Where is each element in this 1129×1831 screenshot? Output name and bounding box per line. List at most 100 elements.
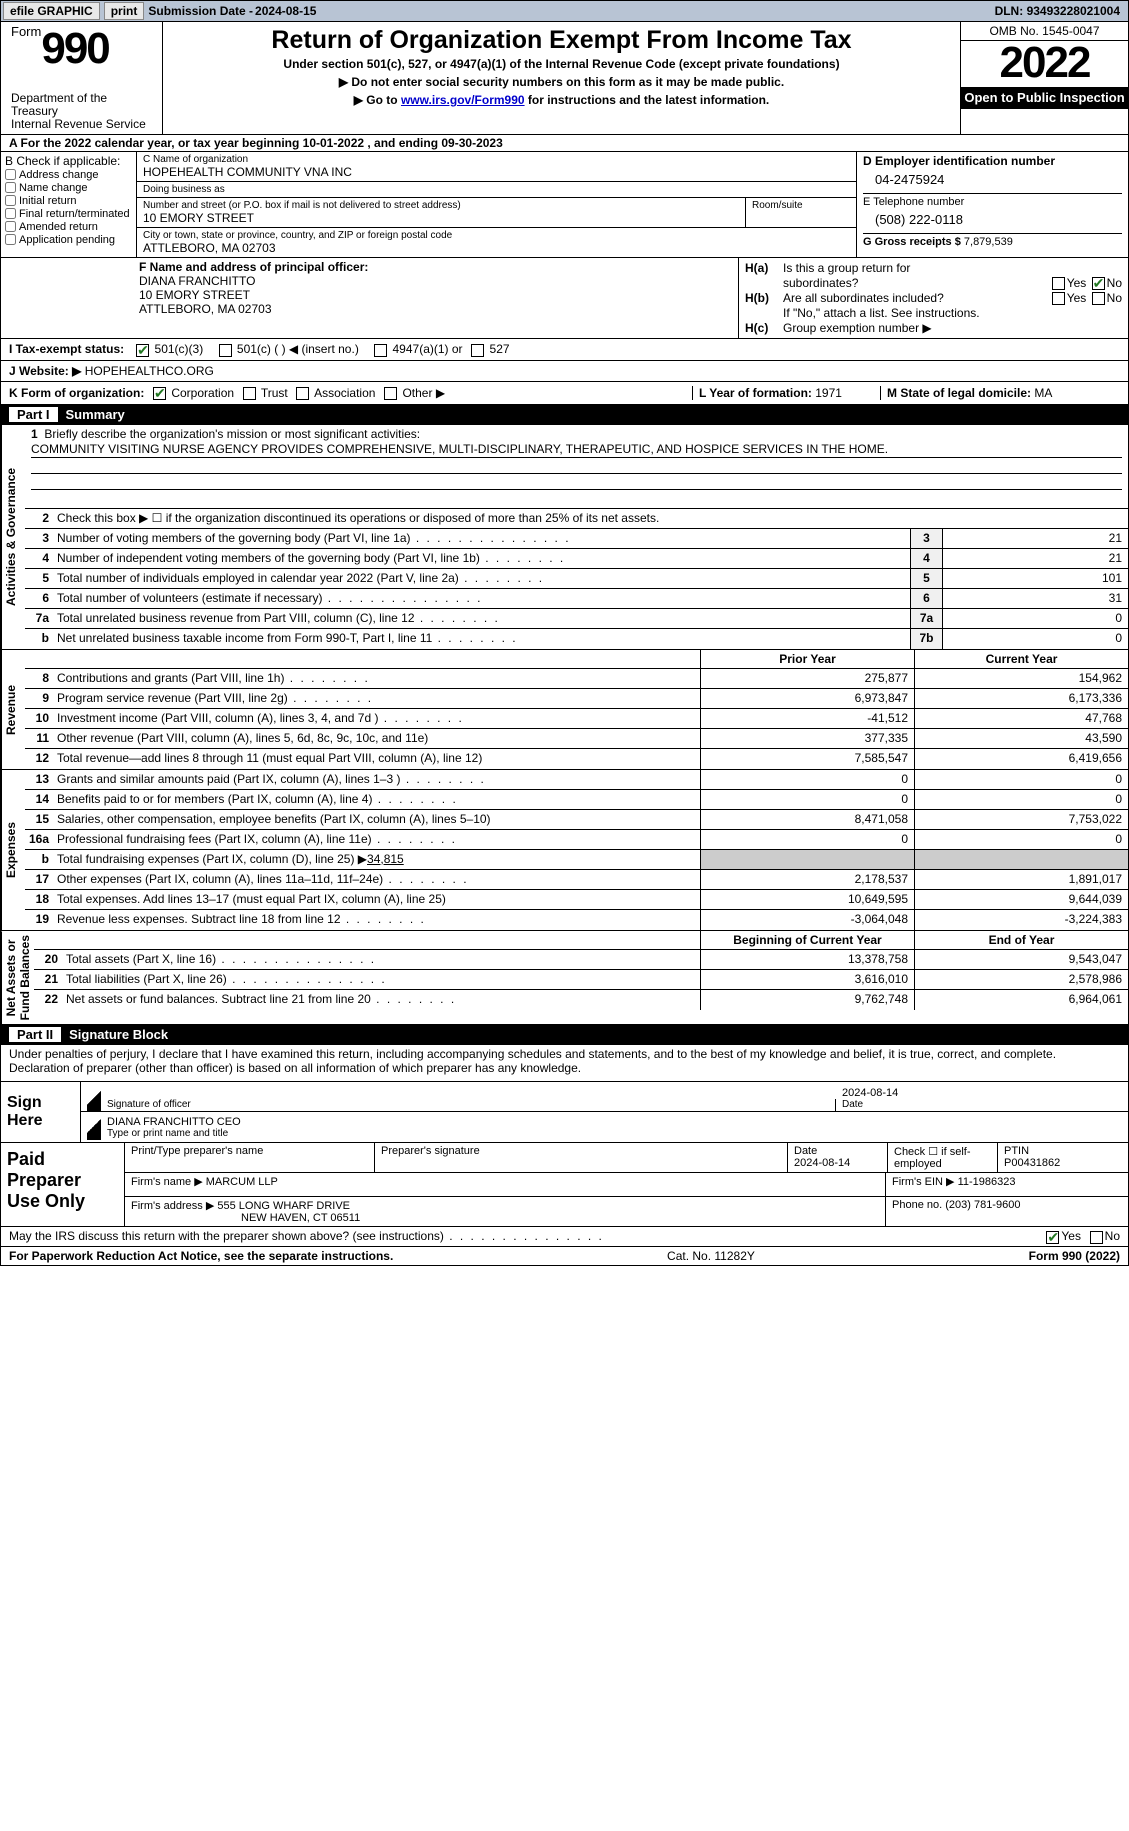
part-2-header: Part IISignature Block [0, 1025, 1129, 1045]
principal-officer: F Name and address of principal officer:… [1, 258, 738, 339]
form-subtitle: Under section 501(c), 527, or 4947(a)(1)… [171, 57, 952, 71]
phone-label: E Telephone number [863, 196, 1122, 208]
topbar: efile GRAPHIC print Submission Date - 20… [0, 0, 1129, 22]
form-title: Return of Organization Exempt From Incom… [171, 26, 952, 55]
ha-no[interactable] [1092, 277, 1105, 290]
self-employed-chk[interactable]: Check ☐ if self-employed [894, 1146, 971, 1170]
ptin: P00431862 [1004, 1157, 1060, 1169]
revenue-section: Revenue Prior YearCurrent Year 8Contribu… [0, 650, 1129, 770]
net-assets-section: Net Assets orFund Balances Beginning of … [0, 931, 1129, 1025]
line-14: Benefits paid to or for members (Part IX… [53, 790, 700, 809]
vtab-expenses: Expenses [1, 770, 25, 930]
line-7b: Net unrelated business taxable income fr… [53, 629, 910, 649]
dln: DLN: 93493228021004 [995, 4, 1128, 18]
sign-arrow-icon [87, 1084, 101, 1111]
vtab-revenue: Revenue [1, 650, 25, 769]
section-h: H(a)Is this a group return for subordina… [738, 258, 1128, 339]
k-corp[interactable] [153, 387, 166, 400]
footer-row: For Paperwork Reduction Act Notice, see … [0, 1247, 1129, 1266]
city: ATTLEBORO, MA 02703 [143, 241, 850, 255]
street-label: Number and street (or P.O. box if mail i… [143, 200, 739, 211]
k-assoc[interactable] [296, 387, 309, 400]
sign-here-block: Sign Here Signature of officer 2024-08-1… [0, 1082, 1129, 1143]
ha-yes[interactable] [1052, 277, 1065, 290]
submission-date-label: Submission Date - [146, 4, 255, 18]
chk-initial-return[interactable]: Initial return [5, 195, 132, 207]
col-b-header: B Check if applicable: [5, 154, 132, 168]
firm-ein: 11-1986323 [958, 1176, 1016, 1188]
chk-name-change[interactable]: Name change [5, 182, 132, 194]
line-12: Total revenue—add lines 8 through 11 (mu… [53, 749, 700, 769]
k-trust[interactable] [243, 387, 256, 400]
line-7a: Total unrelated business revenue from Pa… [53, 609, 910, 628]
line-1-mission: 1 Briefly describe the organization's mi… [25, 425, 1128, 509]
line-2: Check this box ▶ ☐ if the organization d… [53, 509, 1128, 528]
sign-arrow-icon [87, 1112, 101, 1140]
org-name-label: C Name of organization [143, 154, 850, 165]
efile-graphic-button[interactable]: efile GRAPHIC [3, 2, 100, 20]
irs-link[interactable]: www.irs.gov/Form990 [401, 93, 525, 107]
form-link-line: ▶ Go to www.irs.gov/Form990 for instruct… [171, 93, 952, 107]
discuss-no[interactable] [1090, 1231, 1103, 1244]
prior-year-hdr: Prior Year [700, 650, 914, 668]
street: 10 EMORY STREET [143, 211, 739, 225]
submission-date: 2024-08-15 [255, 4, 316, 18]
department: Department of the Treasury Internal Reve… [11, 92, 156, 132]
i-501c3[interactable] [136, 344, 149, 357]
chk-amended-return[interactable]: Amended return [5, 221, 132, 233]
line-17: Other expenses (Part IX, column (A), lin… [53, 870, 700, 889]
phone: (508) 222-0118 [863, 208, 1122, 227]
sign-date: 2024-08-14 [842, 1087, 898, 1099]
firm-name: MARCUM LLP [206, 1176, 278, 1188]
row-klm: K Form of organization: Corporation Trus… [0, 382, 1129, 405]
form-year-cell: OMB No. 1545-0047 2022 Open to Public In… [960, 22, 1128, 134]
line-5: Total number of individuals employed in … [53, 569, 910, 588]
sign-here-label: Sign Here [1, 1082, 81, 1142]
paid-preparer-label: Paid Preparer Use Only [1, 1143, 125, 1226]
firm-phone: (203) 781-9600 [945, 1199, 1020, 1211]
gross-receipts: G Gross receipts $ 7,879,539 [863, 236, 1122, 248]
current-year-hdr: Current Year [914, 650, 1128, 668]
line-16a: Professional fundraising fees (Part IX, … [53, 830, 700, 849]
row-fh: F Name and address of principal officer:… [0, 258, 1129, 340]
line-3: Number of voting members of the governin… [53, 529, 910, 548]
hb-no[interactable] [1092, 292, 1105, 305]
org-name: HOPEHEALTH COMMUNITY VNA INC [143, 165, 850, 179]
preparer-sig-hdr: Preparer's signature [381, 1145, 480, 1157]
line-4: Number of independent voting members of … [53, 549, 910, 568]
city-label: City or town, state or province, country… [143, 230, 850, 241]
year-formation: L Year of formation: 1971 [692, 386, 880, 400]
i-4947[interactable] [374, 344, 387, 357]
chk-final-return[interactable]: Final return/terminated [5, 208, 132, 220]
begin-year-hdr: Beginning of Current Year [700, 931, 914, 949]
line-6: Total number of volunteers (estimate if … [53, 589, 910, 608]
col-b-checkboxes: B Check if applicable: Address change Na… [1, 152, 137, 257]
dba-label: Doing business as [143, 184, 850, 195]
row-a-tax-year: A For the 2022 calendar year, or tax yea… [0, 135, 1129, 152]
activities-governance: Activities & Governance 1 Briefly descri… [0, 425, 1129, 650]
col-c-org-info: C Name of organization HOPEHEALTH COMMUN… [137, 152, 856, 257]
discuss-row: May the IRS discuss this return with the… [0, 1227, 1129, 1246]
vtab-activities: Activities & Governance [1, 425, 25, 649]
chk-address-change[interactable]: Address change [5, 169, 132, 181]
line-16b: Total fundraising expenses (Part IX, col… [53, 850, 700, 869]
i-527[interactable] [471, 344, 484, 357]
row-j-website: J Website: ▶ HOPEHEALTHCO.ORG [0, 361, 1129, 382]
chk-application-pending[interactable]: Application pending [5, 234, 132, 246]
k-other[interactable] [384, 387, 397, 400]
hb-yes[interactable] [1052, 292, 1065, 305]
print-button[interactable]: print [104, 2, 145, 20]
i-501c[interactable] [219, 344, 232, 357]
expenses-section: Expenses 13Grants and similar amounts pa… [0, 770, 1129, 931]
col-deg: D Employer identification number 04-2475… [856, 152, 1128, 257]
discuss-yes[interactable] [1046, 1231, 1059, 1244]
line-13: Grants and similar amounts paid (Part IX… [53, 770, 700, 789]
part-1-header: Part ISummary [0, 405, 1129, 425]
firm-addr: 555 LONG WHARF DRIVE [217, 1200, 350, 1212]
line-20: Total assets (Part X, line 16) [62, 950, 700, 969]
line-10: Investment income (Part VIII, column (A)… [53, 709, 700, 728]
end-year-hdr: End of Year [914, 931, 1128, 949]
line-15: Salaries, other compensation, employee b… [53, 810, 700, 829]
form-id-cell: Form990 Department of the Treasury Inter… [1, 22, 163, 134]
line-18: Total expenses. Add lines 13–17 (must eq… [53, 890, 700, 909]
